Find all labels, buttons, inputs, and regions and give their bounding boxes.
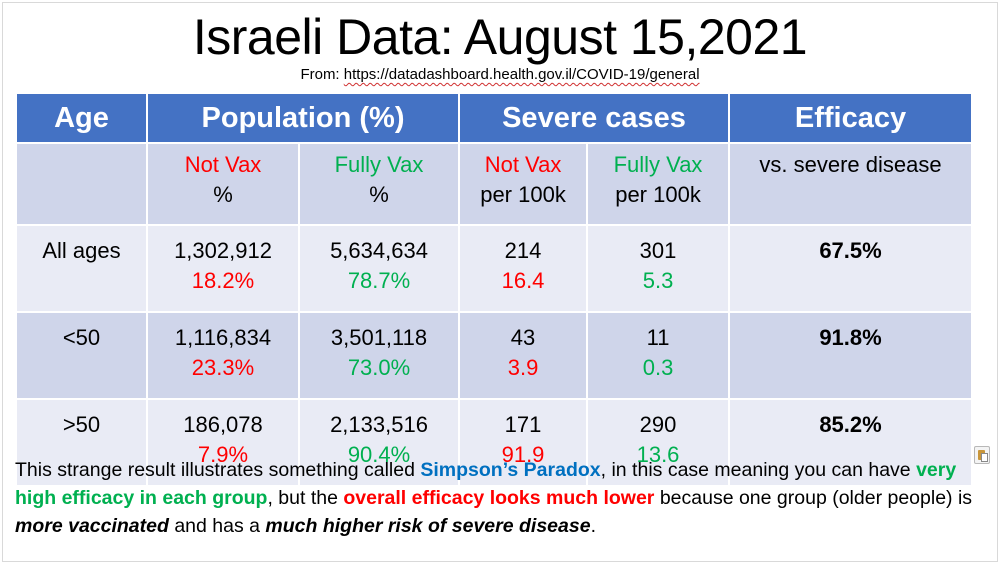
note-high-efficacy: very high efficacy in each group <box>15 459 957 509</box>
note-text: , in this case meaning you can have <box>600 459 917 481</box>
note-text: because one group (older people) is <box>654 487 973 509</box>
subheader-pop-not-vax: Not Vax % <box>146 142 300 226</box>
note-simpsons-paradox: Simpson’s Paradox <box>420 459 601 481</box>
cell-pop-fully-vax: 2,133,516 90.4% <box>297 398 461 487</box>
cell-pop-not-vax: 1,116,834 23.3% <box>146 311 300 400</box>
subheader-sev-fully-vax: Fully Vax per 100k <box>586 142 731 226</box>
source-prefix: From: <box>300 66 344 83</box>
rate: 13.6 <box>636 442 680 467</box>
subheader-age-empty <box>15 142 148 226</box>
note-text: and has a <box>168 515 266 537</box>
subheader-pop-fully-vax: Fully Vax % <box>297 142 461 226</box>
slide-title: Israeli Data: August 15,2021 <box>192 9 808 65</box>
cell-pop-fully-vax: 5,634,634 78.7% <box>297 224 461 313</box>
cell-pop-not-vax: 1,302,912 18.2% <box>146 224 300 313</box>
header-severe-cases: Severe cases <box>458 92 731 144</box>
cell-efficacy: 85.2% <box>728 398 974 487</box>
percent: 73.0% <box>347 355 411 380</box>
percent: 90.4% <box>347 442 411 467</box>
subheader-pop-fully-vax-unit: % <box>369 182 389 207</box>
rate: 91.9 <box>501 442 545 467</box>
count: 3,501,118 <box>330 325 428 350</box>
subheader-sev-not-vax-label: Not Vax <box>484 152 562 177</box>
count: 5,634,634 <box>330 238 428 263</box>
cell-sev-not-vax: 214 16.4 <box>458 224 589 313</box>
header-age: Age <box>15 92 148 144</box>
cell-pop-not-vax: 186,078 7.9% <box>146 398 300 487</box>
count: 1,116,834 <box>174 325 272 350</box>
percent: 18.2% <box>191 268 255 293</box>
clipboard-icon[interactable] <box>974 446 990 464</box>
cell-age: >50 <box>15 398 148 487</box>
cell-sev-fully-vax: 290 13.6 <box>586 398 731 487</box>
subheader-row: Not Vax % Fully Vax % Not Vax per 100k F… <box>15 142 974 226</box>
cell-age: <50 <box>15 311 148 400</box>
note-overall-lower: overall efficacy looks much lower <box>343 487 655 509</box>
header-row: Age Population (%) Severe cases Efficacy <box>15 92 974 144</box>
table-row: All ages 1,302,912 18.2% 5,634,634 78.7%… <box>15 224 974 313</box>
count: 290 <box>639 412 677 437</box>
subheader-pop-not-vax-label: Not Vax <box>184 152 262 177</box>
table-row: <50 1,116,834 23.3% 3,501,118 73.0% 43 3… <box>15 311 974 400</box>
subheader-sev-not-vax: Not Vax per 100k <box>458 142 589 226</box>
subheader-pop-fully-vax-label: Fully Vax <box>334 152 424 177</box>
count: 2,133,516 <box>330 412 428 437</box>
rate: 0.3 <box>642 355 674 380</box>
note-text: , but the <box>267 487 344 509</box>
note-text: This strange result illustrates somethin… <box>15 459 421 481</box>
cell-sev-not-vax: 171 91.9 <box>458 398 589 487</box>
rate: 3.9 <box>507 355 539 380</box>
subheader-efficacy-label: vs. severe disease <box>759 152 942 177</box>
count: 43 <box>510 325 536 350</box>
cell-efficacy: 67.5% <box>728 224 974 313</box>
count: 301 <box>639 238 677 263</box>
note-more-vaccinated: more vaccinated <box>15 515 169 537</box>
source-url[interactable]: https://datadashboard.health.gov.il/COVI… <box>343 66 700 83</box>
subheader-efficacy: vs. severe disease <box>728 142 974 226</box>
cell-age: All ages <box>15 224 148 313</box>
count: 171 <box>504 412 542 437</box>
source-line: From: https://datadashboard.health.gov.i… <box>0 66 1000 84</box>
note-text: . <box>590 515 596 537</box>
count: 186,078 <box>183 412 263 437</box>
percent: 78.7% <box>347 268 411 293</box>
cell-sev-fully-vax: 11 0.3 <box>586 311 731 400</box>
count: 11 <box>646 325 670 350</box>
header-efficacy: Efficacy <box>728 92 974 144</box>
percent: 7.9% <box>197 442 249 467</box>
explanation-text: This strange result illustrates somethin… <box>15 456 990 540</box>
count: 1,302,912 <box>174 238 272 263</box>
cell-sev-not-vax: 43 3.9 <box>458 311 589 400</box>
count: 214 <box>504 238 542 263</box>
table-row: >50 186,078 7.9% 2,133,516 90.4% 171 91.… <box>15 398 974 487</box>
cell-efficacy: 91.8% <box>728 311 974 400</box>
percent: 23.3% <box>191 355 255 380</box>
rate: 5.3 <box>642 268 674 293</box>
rate: 16.4 <box>501 268 545 293</box>
subheader-sev-fully-vax-label: Fully Vax <box>613 152 703 177</box>
subheader-sev-not-vax-unit: per 100k <box>480 182 566 207</box>
header-population: Population (%) <box>145 92 461 144</box>
subheader-pop-not-vax-unit: % <box>213 182 233 207</box>
note-higher-risk: much higher risk of severe disease <box>265 515 591 537</box>
subheader-sev-fully-vax-unit: per 100k <box>615 182 701 207</box>
cell-sev-fully-vax: 301 5.3 <box>586 224 731 313</box>
data-table: Age Population (%) Severe cases Efficacy… <box>15 92 974 487</box>
cell-pop-fully-vax: 3,501,118 73.0% <box>297 311 461 400</box>
